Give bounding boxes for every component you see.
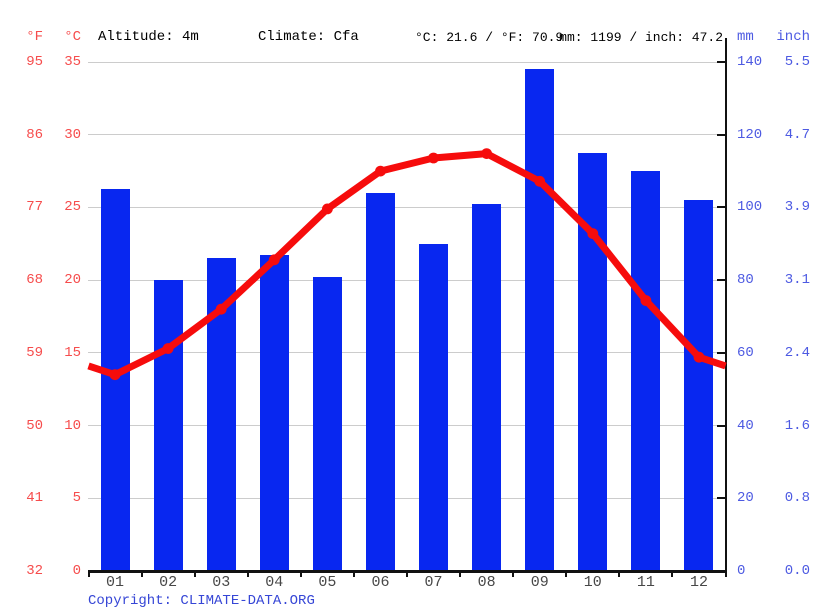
- precipitation-bar: [312, 276, 342, 571]
- celsius-axis-title: °C: [64, 29, 81, 45]
- precipitation-bar: [525, 69, 555, 571]
- axis-tick: [717, 570, 725, 572]
- altitude-label: Altitude: 4m: [98, 29, 199, 45]
- axis-label-fahrenheit: 32: [26, 563, 43, 579]
- month-label: 11: [636, 574, 655, 591]
- axis-label-mm: 0: [737, 563, 746, 579]
- axis-label-inch: 4.7: [784, 126, 810, 143]
- axis-label-celsius: 35: [64, 54, 81, 70]
- month-label: 12: [689, 574, 708, 591]
- month-label: 08: [477, 574, 496, 591]
- axis-tick: [87, 571, 90, 577]
- gridline: [88, 134, 727, 136]
- axis-tick: [717, 497, 725, 500]
- precipitation-bar: [472, 203, 502, 571]
- axis-label-inch: 0.0: [784, 563, 810, 579]
- axis-label-mm: 40: [737, 417, 754, 434]
- precipitation-bar: [684, 200, 714, 571]
- axis-label-fahrenheit: 77: [26, 199, 43, 216]
- axis-label-fahrenheit: 95: [26, 54, 43, 70]
- axis-tick: [406, 571, 408, 577]
- precipitation-bar: [631, 171, 661, 571]
- month-label: 07: [424, 574, 443, 591]
- axis-label-inch: 3.9: [784, 199, 810, 216]
- axis-label-fahrenheit: 50: [26, 417, 43, 434]
- fahrenheit-axis-title: °F: [26, 29, 43, 45]
- axis-tick: [717, 424, 725, 427]
- axis-tick: [724, 571, 727, 577]
- month-label: 02: [159, 574, 178, 591]
- axis-label-celsius: 15: [64, 344, 81, 361]
- axis-label-celsius: 30: [64, 126, 81, 143]
- axis-label-celsius: 5: [72, 490, 81, 507]
- axis-tick: [717, 351, 725, 354]
- month-label: 05: [318, 574, 337, 591]
- temperature-summary: °C: 21.6 / °F: 70.9: [415, 30, 564, 45]
- gridline: [88, 425, 727, 427]
- gridline: [88, 497, 727, 499]
- month-label: 01: [106, 574, 125, 591]
- axis-label-mm: 80: [737, 272, 754, 289]
- axis-tick: [352, 571, 355, 577]
- axis-tick: [565, 571, 568, 577]
- axis-tick: [671, 571, 674, 577]
- axis-tick: [618, 571, 621, 577]
- right-axis-line: [724, 38, 727, 572]
- axis-tick: [717, 133, 725, 136]
- axis-label-inch: 3.1: [784, 272, 810, 289]
- gridline: [88, 61, 727, 63]
- precipitation-bar: [259, 254, 289, 571]
- axis-label-inch: 5.5: [784, 54, 810, 70]
- precipitation-bar: [153, 280, 183, 571]
- axis-label-celsius: 10: [64, 417, 81, 434]
- axis-tick: [459, 571, 462, 577]
- axis-label-celsius: 25: [64, 199, 81, 216]
- precipitation-bar: [578, 152, 608, 571]
- copyright-prefix: Copyright:: [88, 593, 181, 609]
- axis-tick: [717, 279, 725, 282]
- axis-label-inch: 2.4: [784, 344, 810, 361]
- copyright-link[interactable]: CLIMATE-DATA.ORG: [180, 593, 315, 609]
- month-label: 09: [530, 574, 549, 591]
- precipitation-bar: [419, 243, 449, 571]
- axis-tick: [717, 206, 725, 209]
- axis-label-inch: 1.6: [784, 417, 810, 434]
- axis-tick: [246, 571, 249, 577]
- axis-label-celsius: 20: [64, 272, 81, 289]
- month-label: 06: [371, 574, 390, 591]
- axis-label-mm: 60: [737, 344, 754, 361]
- axis-tick: [193, 571, 196, 577]
- axis-label-mm: 20: [737, 490, 754, 507]
- precipitation-bar: [100, 189, 130, 571]
- axis-label-inch: 0.8: [784, 490, 810, 507]
- axis-tick: [717, 61, 725, 63]
- inch-axis-title: inch: [776, 29, 810, 45]
- axis-tick: [140, 571, 143, 577]
- axis-label-mm: 140: [737, 54, 763, 70]
- axis-tick: [512, 571, 515, 577]
- climate-label: Climate: Cfa: [258, 29, 359, 45]
- precipitation-summary: mm: 1199 / inch: 47.2: [559, 30, 723, 45]
- month-label: 03: [212, 574, 231, 591]
- precipitation-bar: [365, 192, 395, 571]
- axis-tick: [299, 571, 302, 577]
- copyright: Copyright: CLIMATE-DATA.ORG: [88, 593, 315, 609]
- axis-label-fahrenheit: 68: [26, 272, 43, 289]
- month-label: 10: [583, 574, 602, 591]
- axis-label-celsius: 0: [72, 563, 81, 579]
- precipitation-bar: [206, 258, 236, 571]
- axis-label-mm: 120: [737, 126, 763, 143]
- axis-label-fahrenheit: 59: [26, 344, 43, 361]
- month-label: 04: [265, 574, 284, 591]
- axis-label-fahrenheit: 41: [26, 490, 43, 507]
- axis-label-mm: 100: [737, 199, 763, 216]
- mm-axis-title: mm: [737, 29, 754, 45]
- axis-label-fahrenheit: 86: [26, 126, 43, 143]
